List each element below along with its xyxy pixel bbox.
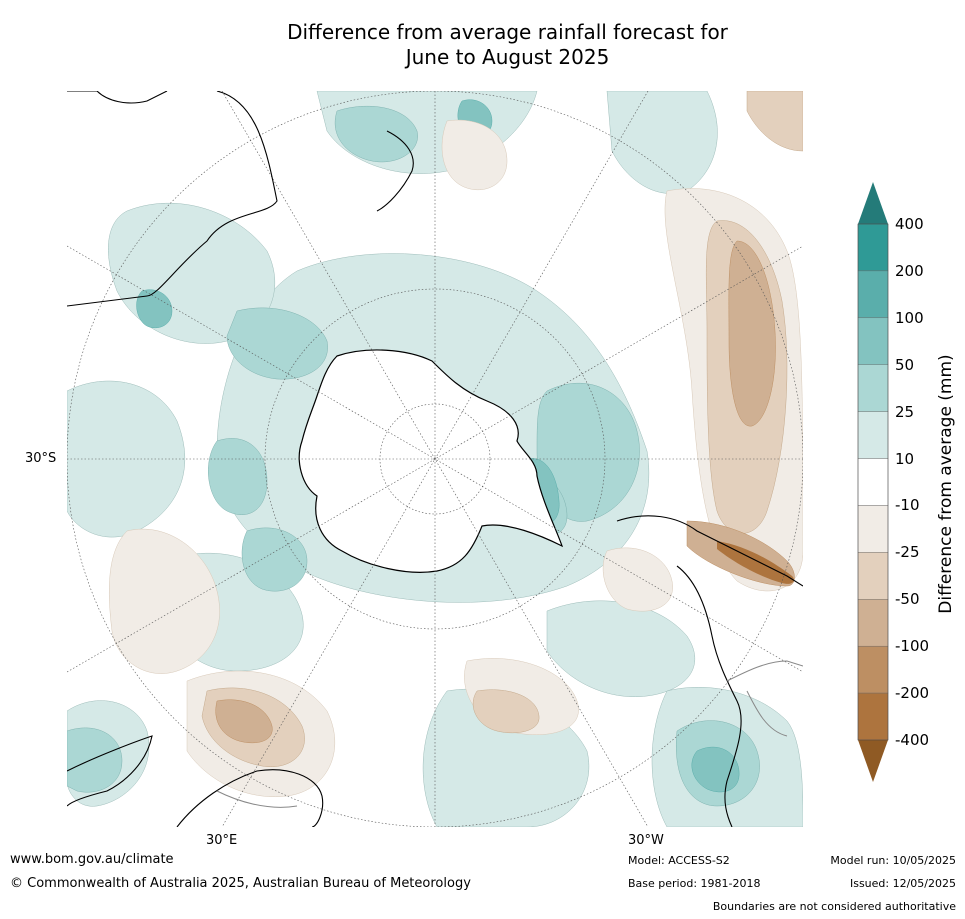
colorbar-upper-extend (858, 182, 888, 224)
base-period-text: Base period: 1981-2018 (628, 877, 761, 890)
colorbar-segment (857, 599, 889, 647)
colorbar-segment (857, 645, 889, 694)
model-run-text: Model run: 10/05/2025 (830, 854, 956, 867)
colorbar-tick-label: 25 (895, 402, 915, 421)
colorbar-tick-label: -100 (895, 637, 930, 656)
colorbar-segment (857, 458, 889, 506)
colorbar-segment (857, 270, 889, 319)
colorbar-tick-label: -400 (895, 731, 930, 749)
colorbar-tick-label: 200 (895, 261, 924, 280)
chart-title: Difference from average rainfall forecas… (0, 20, 965, 70)
colorbar-label: Difference from average (mm) (936, 354, 956, 614)
colorbar-segment (857, 505, 889, 553)
title-line-2: June to August 2025 (405, 45, 610, 69)
colorbar-tick-label: 400 (895, 215, 924, 233)
rainfall-anomaly-map (67, 91, 803, 827)
colorbar-tick-label: 10 (895, 449, 915, 468)
coastlines (67, 91, 803, 827)
colorbar (857, 182, 889, 782)
model-text: Model: ACCESS-S2 (628, 854, 730, 867)
colorbar-lower-extend (858, 740, 888, 782)
disclaimer-text: Boundaries are not considered authoritat… (712, 900, 956, 913)
colorbar-tick-label: 50 (895, 355, 915, 374)
country-borders (216, 660, 803, 808)
colorbar-tick-label: -25 (895, 543, 920, 562)
colorbar-segment (857, 223, 889, 272)
colorbar-tick-label: -50 (895, 590, 920, 609)
title-line-1: Difference from average rainfall forecas… (287, 20, 728, 44)
issued-text: Issued: 12/05/2025 (849, 877, 956, 890)
lon-label-30w: 30°W (628, 833, 664, 848)
lon-label-30e: 30°E (206, 833, 238, 848)
colorbar-segment (857, 317, 889, 365)
colorbar-segment (857, 552, 889, 600)
colorbar-tick-label: -10 (895, 496, 920, 515)
colorbar-segment (857, 411, 889, 459)
antarctica-landmass (298, 349, 564, 573)
copyright-text: © Commonwealth of Australia 2025, Austra… (10, 876, 471, 891)
anomaly-m200-m400-region (717, 541, 794, 584)
graticule (67, 91, 803, 827)
colorbar-segment (857, 364, 889, 412)
colorbar-segment (857, 692, 889, 741)
colorbar-tick-label: 100 (895, 308, 924, 327)
website-text: www.bom.gov.au/climate (10, 852, 174, 867)
lat-label-30s: 30°S (25, 451, 57, 466)
colorbar-tick-label: -200 (895, 684, 930, 703)
